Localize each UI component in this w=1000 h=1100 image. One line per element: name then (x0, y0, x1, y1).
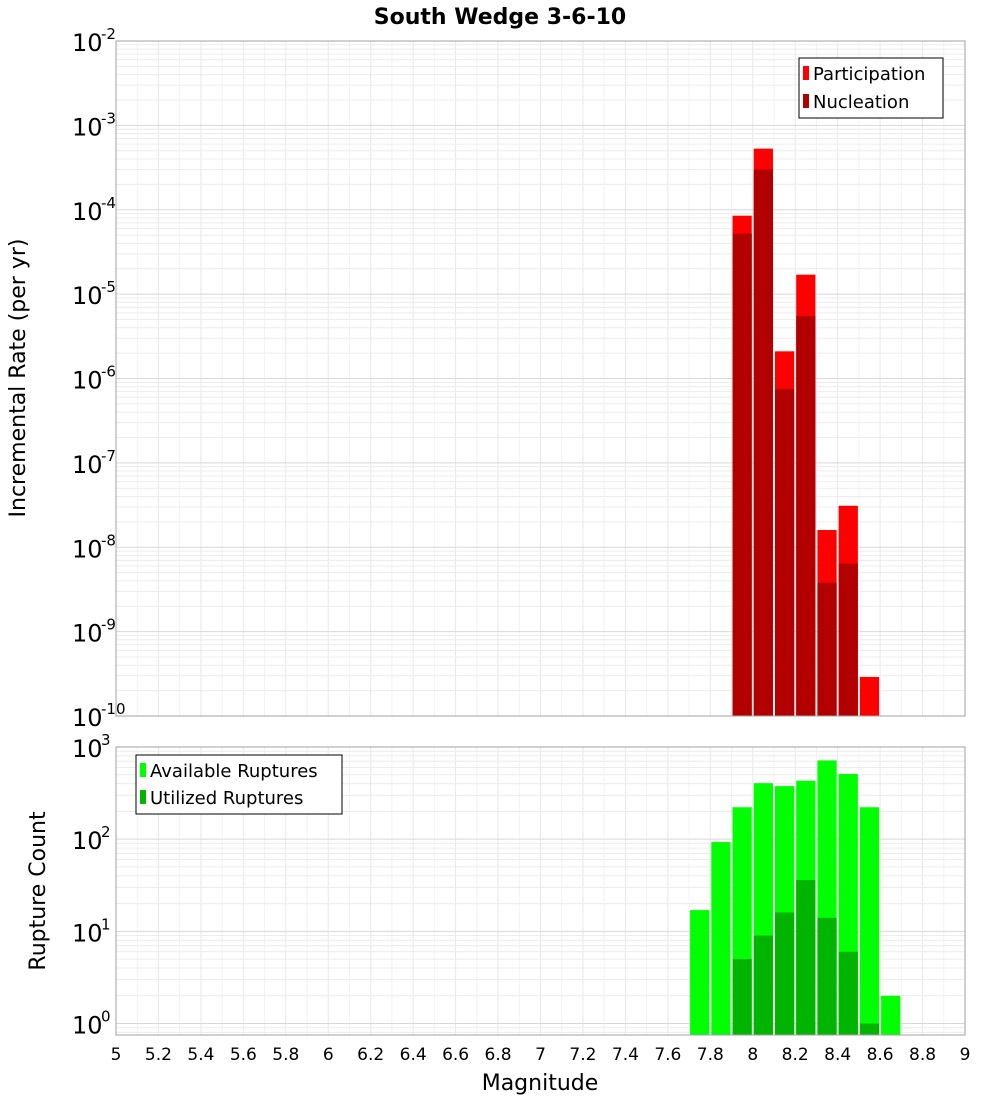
top-ytick-exponent: -5 (101, 278, 116, 296)
bottom-ytick-exponent: 2 (101, 823, 111, 841)
top-ytick-label: 10 (72, 620, 103, 648)
x-tick-label: 7.8 (697, 1045, 724, 1065)
top-grid (115, 41, 966, 717)
top-ytick-label: 10 (72, 113, 103, 141)
x-tick-label: 5.6 (230, 1045, 257, 1065)
x-tick-label: 5.2 (145, 1045, 172, 1065)
bottom-bar-available-ruptures (859, 807, 880, 1035)
legend-label-available: Available Ruptures (150, 761, 318, 782)
bottom-ytick-label: 10 (72, 1011, 103, 1039)
top-legend: Participation Nucleation (798, 57, 944, 119)
top-y-axis-label: Incremental Rate (per yr) (6, 239, 31, 518)
top-bar-participation (859, 676, 880, 716)
x-tick-label: 8.2 (782, 1045, 809, 1065)
x-tick-label: 7.2 (569, 1045, 596, 1065)
bottom-ytick-exponent: 1 (101, 915, 111, 933)
top-ytick-exponent: -10 (101, 700, 126, 718)
top-bar-nucleation (753, 169, 773, 716)
bottom-bar-utilized-ruptures (859, 1023, 880, 1035)
top-ytick-label: 10 (72, 282, 103, 310)
x-axis-ticks: 5 5.2 5.4 5.6 5.8 6 6.2 6.4 6.6 6.8 7 7.2 7.4 7.6 7.8 8… (111, 1045, 971, 1065)
bottom-bar-available-ruptures (881, 995, 901, 1035)
bottom-bar-available-ruptures (711, 842, 731, 1035)
x-tick-label: 5 (111, 1045, 122, 1065)
x-tick-label: 7 (535, 1045, 546, 1065)
bottom-ytick-label: 10 (72, 919, 103, 947)
top-ytick-label: 10 (72, 367, 103, 395)
top-yticks: 10-210-310-410-510-610-710-810-910-10 (72, 25, 126, 732)
top-bar-nucleation (817, 582, 837, 716)
x-tick-label: 5.4 (187, 1045, 214, 1065)
x-tick-label: 6.4 (400, 1045, 427, 1065)
x-tick-label: 8.8 (909, 1045, 936, 1065)
top-bars (732, 148, 880, 717)
legend-label-utilized: Utilized Ruptures (150, 788, 303, 809)
x-axis-label: Magnitude (482, 1071, 599, 1096)
legend-swatch-participation (803, 66, 809, 80)
chart-title: South Wedge 3-6-10 (374, 5, 626, 30)
top-bar-nucleation (838, 563, 858, 716)
x-tick-label: 8 (747, 1045, 758, 1065)
top-panel: 10-210-310-410-510-610-710-810-910-10 In… (6, 25, 966, 732)
top-ytick-label: 10 (72, 29, 103, 57)
x-tick-label: 6.8 (485, 1045, 512, 1065)
bottom-bar-utilized-ruptures (796, 880, 816, 1035)
legend-swatch-available (140, 763, 146, 777)
top-ytick-label: 10 (72, 704, 103, 732)
top-ytick-exponent: -8 (101, 531, 116, 549)
top-ytick-label: 10 (72, 198, 103, 226)
bottom-bar-utilized-ruptures (838, 951, 858, 1035)
x-tick-label: 8.4 (824, 1045, 851, 1065)
top-ytick-exponent: -2 (101, 25, 116, 43)
top-ytick-exponent: -4 (101, 194, 116, 212)
bottom-y-axis-label: Rupture Count (26, 811, 51, 971)
top-bar-nucleation (774, 389, 795, 716)
top-bar-nucleation (732, 233, 752, 716)
bottom-bars (690, 760, 901, 1035)
bottom-plot-frame (115, 746, 966, 1036)
top-ytick-exponent: -6 (101, 363, 116, 381)
x-tick-label: 9 (960, 1045, 971, 1065)
legend-swatch-utilized (140, 790, 146, 804)
bottom-bar-utilized-ruptures (732, 959, 752, 1035)
top-ytick-label: 10 (72, 451, 103, 479)
top-ytick-exponent: -7 (101, 447, 116, 465)
top-plot-frame (115, 40, 966, 717)
bottom-ytick-exponent: 3 (101, 731, 111, 749)
top-ytick-exponent: -3 (101, 109, 116, 127)
bottom-ytick-label: 10 (72, 735, 103, 763)
bottom-legend: Available Ruptures Utilized Ruptures (135, 754, 343, 815)
bottom-bar-utilized-ruptures (774, 912, 795, 1035)
top-ytick-label: 10 (72, 535, 103, 563)
bottom-bar-utilized-ruptures (817, 917, 837, 1035)
bottom-legend-box (135, 754, 343, 815)
bottom-bar-available-ruptures (690, 910, 710, 1035)
bottom-ytick-label: 10 (72, 827, 103, 855)
x-tick-label: 8.6 (867, 1045, 894, 1065)
top-ytick-exponent: -9 (101, 616, 116, 634)
x-tick-label: 5.8 (272, 1045, 299, 1065)
top-legend-box (798, 57, 944, 119)
bottom-ytick-exponent: 0 (101, 1007, 111, 1025)
legend-label-participation: Participation (813, 64, 925, 85)
top-bar-nucleation (796, 316, 816, 716)
legend-swatch-nucleation (803, 94, 809, 108)
legend-label-nucleation: Nucleation (813, 92, 909, 113)
x-tick-label: 6 (323, 1045, 334, 1065)
x-tick-label: 7.6 (654, 1045, 681, 1065)
x-tick-label: 6.6 (442, 1045, 469, 1065)
x-tick-label: 6.2 (357, 1045, 384, 1065)
x-tick-label: 7.4 (612, 1045, 639, 1065)
bottom-bar-utilized-ruptures (753, 935, 773, 1035)
